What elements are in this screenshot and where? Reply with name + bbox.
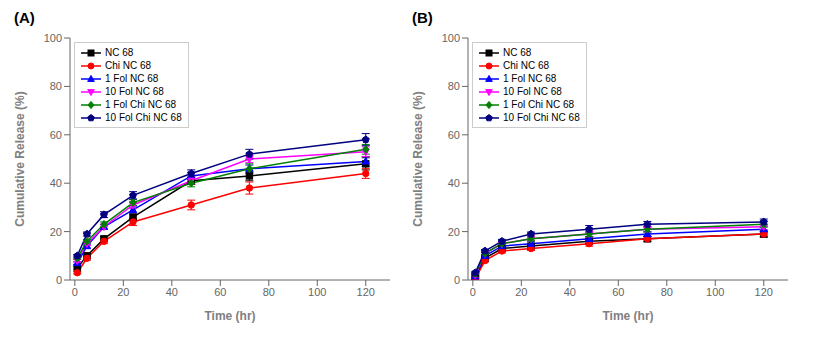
html-text:(A): (A) (14, 9, 35, 26)
svg-text:0: 0 (470, 286, 476, 298)
html-text:1 Fol NC 68: 1 Fol NC 68 (503, 73, 557, 84)
html-text:NC 68: NC 68 (503, 47, 532, 58)
svg-text:Cumulative Release (%): Cumulative Release (%) (13, 91, 27, 226)
svg-text:80: 80 (50, 80, 62, 92)
svg-text:Time (hr): Time (hr) (602, 309, 653, 323)
svg-text:80: 80 (448, 80, 460, 92)
svg-text:100: 100 (706, 286, 724, 298)
html-text:1 Fol Chi NC 68: 1 Fol Chi NC 68 (105, 99, 177, 110)
svg-text:20: 20 (117, 286, 129, 298)
svg-text:0: 0 (56, 274, 62, 286)
svg-text:100: 100 (44, 32, 62, 44)
html-text:Chi NC 68: Chi NC 68 (503, 60, 550, 71)
svg-text:40: 40 (50, 177, 62, 189)
html-text:1 Fol NC 68: 1 Fol NC 68 (105, 73, 159, 84)
html-text:10 Fol NC 68: 10 Fol NC 68 (105, 86, 164, 97)
svg-text:Time (hr): Time (hr) (204, 309, 255, 323)
html-text:1 Fol Chi NC 68: 1 Fol Chi NC 68 (503, 99, 575, 110)
svg-text:120: 120 (755, 286, 773, 298)
svg-text:80: 80 (661, 286, 673, 298)
svg-text:60: 60 (50, 129, 62, 141)
svg-text:20: 20 (50, 226, 62, 238)
svg-text:40: 40 (166, 286, 178, 298)
html-text:10 Fol Chi NC 68: 10 Fol Chi NC 68 (105, 112, 182, 123)
html-text:NC 68: NC 68 (105, 47, 134, 58)
svg-text:20: 20 (448, 226, 460, 238)
svg-text:0: 0 (454, 274, 460, 286)
svg-text:40: 40 (564, 286, 576, 298)
svg-text:100: 100 (442, 32, 460, 44)
html-text:10 Fol NC 68: 10 Fol NC 68 (503, 86, 562, 97)
svg-text:100: 100 (308, 286, 326, 298)
html-text:10 Fol Chi NC 68: 10 Fol Chi NC 68 (503, 112, 580, 123)
svg-text:0: 0 (72, 286, 78, 298)
svg-text:40: 40 (448, 177, 460, 189)
html-text:(B): (B) (412, 9, 433, 26)
svg-text:80: 80 (263, 286, 275, 298)
svg-text:60: 60 (214, 286, 226, 298)
svg-text:60: 60 (612, 286, 624, 298)
svg-text:20: 20 (515, 286, 527, 298)
svg-text:60: 60 (448, 129, 460, 141)
svg-text:Cumulative Release (%): Cumulative Release (%) (411, 91, 425, 226)
html-text:Chi NC 68: Chi NC 68 (105, 60, 152, 71)
svg-text:120: 120 (357, 286, 375, 298)
